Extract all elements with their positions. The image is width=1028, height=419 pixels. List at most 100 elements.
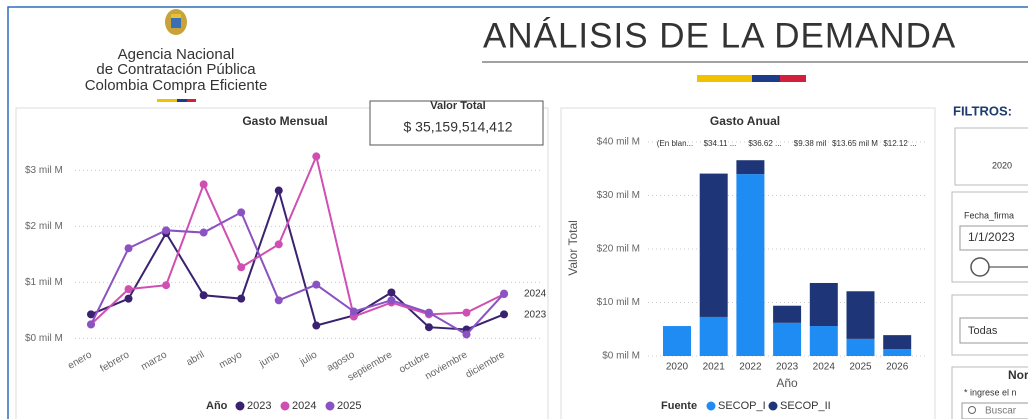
y-tick-label: $3 mil M (25, 165, 63, 176)
year-button[interactable]: 2020 (992, 160, 1012, 170)
end-label: 2024 (524, 289, 547, 300)
legend-label: 2023 (247, 400, 271, 412)
flag (752, 75, 780, 82)
search-hint: * ingrese el n (964, 387, 1017, 397)
agency-line: de Contratación Pública (96, 61, 256, 78)
point (124, 244, 133, 253)
point (124, 294, 133, 303)
point (500, 289, 509, 298)
point (312, 280, 321, 289)
chart-title: Gasto Mensual (242, 114, 327, 128)
x-tick-label: 2021 (703, 362, 726, 373)
y-axis-title: Valor Total (566, 220, 580, 276)
point (424, 323, 433, 332)
point (424, 308, 433, 317)
point (87, 310, 95, 319)
end-label: 2023 (524, 310, 547, 321)
y-tick-label: $10 mil M (597, 297, 640, 308)
point (237, 208, 246, 217)
x-axis-title: Año (776, 376, 798, 390)
point (387, 296, 396, 305)
bar (773, 322, 802, 356)
point (237, 263, 246, 272)
total-label: $36.62 ... (748, 139, 781, 148)
flag (780, 75, 806, 82)
point (462, 330, 471, 339)
bar (699, 316, 728, 356)
point (162, 226, 171, 235)
bar (663, 326, 691, 356)
legend-dot (280, 401, 290, 411)
series-line (90, 187, 505, 331)
x-tick-label: 2026 (886, 362, 909, 373)
bar (846, 338, 875, 356)
date-label: Fecha_firma (964, 210, 1014, 220)
point (312, 321, 321, 330)
y-tick-label: $20 mil M (597, 244, 640, 255)
point (199, 180, 208, 189)
point (87, 320, 95, 329)
point (387, 288, 396, 297)
emblem (165, 9, 187, 35)
slider-handle[interactable] (970, 257, 990, 277)
filters-title: FILTROS: (953, 103, 1012, 118)
point (199, 228, 208, 237)
bar (736, 160, 765, 175)
bar (736, 174, 765, 356)
bar (846, 291, 875, 339)
bar (699, 173, 728, 317)
dropdown-value: Todas (968, 325, 998, 337)
point (199, 291, 208, 300)
point (124, 285, 133, 294)
page-title: ANÁLISIS DE LA DEMANDA (483, 16, 956, 55)
point (312, 152, 321, 161)
point (274, 240, 283, 249)
point (274, 296, 283, 305)
x-tick-label: 2023 (776, 362, 799, 373)
legend-label: SECOP_II (780, 400, 831, 412)
agency-line: Colombia Compra Eficiente (85, 77, 268, 94)
x-tick-label: 2020 (666, 362, 689, 373)
total-label: (En blan... (657, 139, 693, 148)
dropdown[interactable] (959, 317, 1028, 344)
filter-box (954, 127, 1028, 186)
search-input[interactable] (961, 402, 1028, 419)
bar (773, 305, 802, 323)
bar (809, 326, 838, 356)
flag (187, 99, 196, 102)
legend-dot (768, 401, 778, 411)
point (349, 307, 358, 316)
point (162, 281, 171, 290)
legend-dot (235, 401, 245, 411)
agency-line: Agencia Nacional (118, 46, 235, 63)
search-title: Nor (1008, 368, 1028, 382)
legend-title: Año (206, 400, 228, 412)
kpi-label: Valor Total (430, 100, 485, 112)
legend-label: SECOP_I (718, 400, 766, 412)
bar (883, 349, 912, 356)
bar (809, 282, 838, 327)
point (237, 294, 246, 303)
kpi-value: $ 35,159,514,412 (404, 119, 513, 135)
y-tick-label: $30 mil M (597, 190, 640, 201)
total-label: $12.12 ... (883, 139, 916, 148)
total-label: $9.38 mil (794, 139, 827, 148)
y-tick-label: $40 mil M (597, 137, 640, 148)
chart-title: Gasto Anual (710, 114, 780, 128)
x-tick-label: 2022 (739, 362, 762, 373)
date-input[interactable] (959, 225, 1028, 251)
flag (177, 99, 187, 102)
series-line (90, 153, 505, 326)
date-value: 1/1/2023 (968, 230, 1015, 244)
x-tick-label: 2025 (849, 362, 872, 373)
kpi-card (369, 100, 544, 146)
legend-dot (706, 401, 716, 411)
y-tick-label: $1 mil M (25, 277, 63, 288)
flag (697, 75, 752, 82)
total-label: $13.65 mil M (832, 139, 878, 148)
bar (883, 335, 912, 350)
search-placeholder: Buscar (985, 406, 1017, 417)
x-tick-label: 2024 (813, 362, 836, 373)
y-tick-label: $2 mil M (25, 221, 63, 232)
